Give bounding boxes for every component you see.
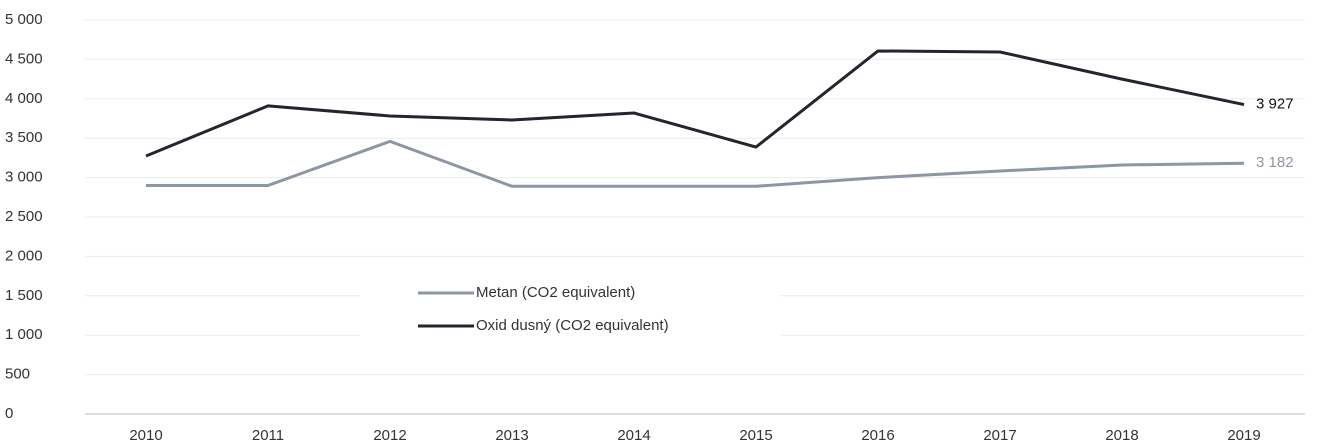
x-tick-label: 2016 (861, 427, 894, 444)
x-tick-label: 2012 (373, 427, 406, 444)
y-tick-label: 4 500 (5, 50, 43, 67)
x-tick-label: 2011 (252, 427, 284, 444)
x-tick-label: 2019 (1227, 427, 1260, 444)
x-tick-label: 2014 (617, 427, 650, 444)
y-tick-label: 1 000 (5, 326, 43, 343)
x-tick-label: 2018 (1105, 427, 1138, 444)
y-tick-label: 2 000 (5, 247, 43, 264)
legend-label: Oxid dusný (CO2 equivalent) (476, 317, 669, 334)
y-tick-label: 500 (5, 366, 30, 383)
series-line (145, 49, 1245, 158)
x-tick-label: 2010 (129, 427, 162, 444)
y-tick-label: 4 000 (5, 90, 43, 107)
series-line (146, 139, 1245, 188)
y-tick-label: 2 500 (5, 208, 43, 225)
y-tick-label: 3 500 (5, 129, 43, 146)
x-tick-label: 2013 (495, 427, 528, 444)
legend-label: Metan (CO2 equivalent) (476, 284, 635, 301)
value-label: 3 927 (1256, 96, 1294, 113)
x-tick-label: 2017 (983, 427, 1016, 444)
y-tick-label: 5 000 (5, 11, 43, 28)
y-tick-label: 3 000 (5, 169, 43, 186)
value-label: 3 182 (1256, 154, 1294, 171)
y-tick-label: 1 500 (5, 287, 43, 304)
x-tick-label: 2015 (739, 427, 772, 444)
y-tick-label: 0 (5, 405, 13, 422)
